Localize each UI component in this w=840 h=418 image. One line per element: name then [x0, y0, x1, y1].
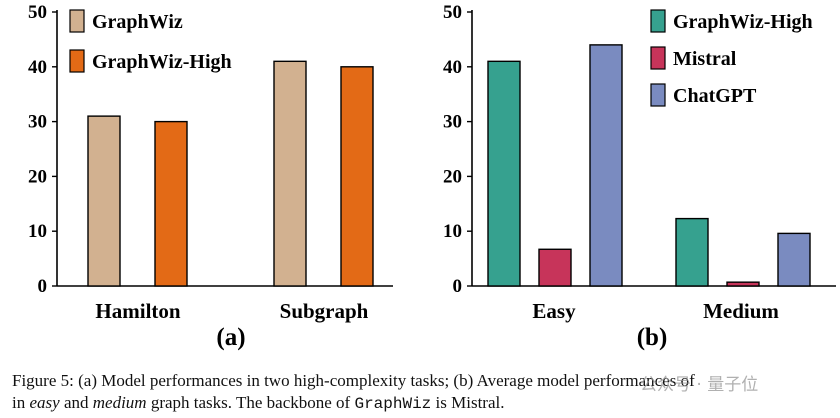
y-tick-label: 50: [443, 2, 462, 23]
y-tick-label: 50: [28, 2, 47, 23]
y-tick-label: 40: [443, 57, 462, 78]
y-tick-label: 10: [443, 221, 462, 242]
bar-graphwiz-high-easy: [487, 60, 521, 287]
legend-label: GraphWiz-High: [92, 51, 232, 73]
caption-text: and: [59, 393, 93, 412]
bar-graphwiz-subgraph: [273, 60, 307, 287]
legend-swatch: [69, 9, 85, 33]
caption-line-2: in easy and medium graph tasks. The back…: [12, 392, 838, 415]
bar-mistral-easy: [538, 248, 572, 287]
caption-text: in: [12, 393, 30, 412]
y-tick-label: 10: [28, 221, 47, 242]
y-tick-label: 30: [28, 112, 47, 133]
bar-graphwiz-high-subgraph: [340, 66, 374, 287]
bar-chatgpt-easy: [589, 44, 623, 287]
y-tick-label: 0: [38, 276, 48, 297]
legend-label: GraphWiz-High: [673, 11, 813, 33]
caption-text: is Mistral.: [431, 393, 505, 412]
y-tick-label: 20: [443, 166, 462, 187]
panel-label: (a): [216, 324, 245, 351]
figure-caption: Figure 5: (a) Model performances in two …: [12, 370, 838, 415]
watermark: 公众号 · 量子位: [640, 375, 759, 395]
x-category-label: Subgraph: [280, 299, 369, 323]
bar-graphwiz-high-medium: [675, 217, 709, 287]
bar-graphwiz-high-hamilton: [154, 120, 188, 287]
legend-swatch: [650, 9, 666, 33]
caption-easy: easy: [29, 393, 60, 412]
bar-graphwiz-hamilton: [87, 115, 121, 287]
legend-swatch: [69, 49, 85, 73]
y-tick-label: 40: [28, 57, 47, 78]
x-category-label: Medium: [703, 299, 779, 323]
caption-code: GraphWiz: [354, 395, 432, 413]
bar-chatgpt-medium: [777, 232, 811, 287]
legend-label: ChatGPT: [673, 85, 757, 107]
y-tick-label: 20: [28, 166, 47, 187]
legend-swatch: [650, 46, 666, 70]
figure-charts: 0 10 20 30 40 50 Hamilton Subgraph (a) GraphWiz Gr…: [28, 2, 836, 351]
caption-medium: medium: [92, 393, 147, 412]
y-tick-label: 0: [453, 276, 463, 297]
x-category-label: Easy: [532, 299, 576, 323]
bar-mistral-medium: [726, 281, 760, 287]
y-tick-label: 30: [443, 112, 462, 133]
legend-label: Mistral: [673, 48, 737, 70]
caption-line-1: Figure 5: (a) Model performances in two …: [12, 371, 695, 390]
legend-swatch: [650, 83, 666, 107]
x-category-label: Hamilton: [95, 299, 180, 323]
panel-label: (b): [637, 324, 668, 351]
caption-text: graph tasks. The backbone of: [146, 393, 355, 412]
legend-label: GraphWiz: [92, 11, 183, 33]
